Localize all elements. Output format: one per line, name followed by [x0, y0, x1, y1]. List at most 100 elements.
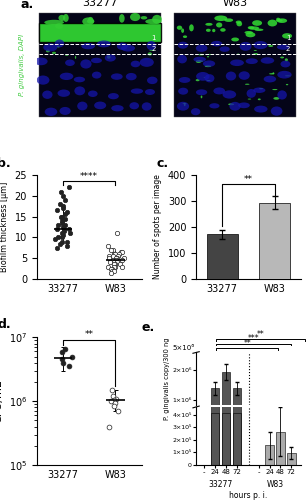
Point — [110, 252, 115, 260]
Text: **: ** — [85, 330, 94, 338]
Point — [115, 407, 120, 415]
Ellipse shape — [57, 46, 60, 48]
Ellipse shape — [239, 42, 251, 51]
Ellipse shape — [177, 26, 182, 30]
Bar — [265, 426, 274, 430]
Point — [61, 227, 66, 235]
Ellipse shape — [286, 84, 288, 86]
Ellipse shape — [111, 105, 124, 112]
Ellipse shape — [206, 54, 212, 55]
Ellipse shape — [248, 98, 251, 100]
Ellipse shape — [280, 56, 284, 58]
Point — [110, 386, 115, 394]
Ellipse shape — [281, 60, 290, 68]
Point — [55, 221, 60, 229]
Point — [59, 229, 64, 237]
Point — [66, 362, 71, 370]
Point — [110, 264, 115, 272]
Point — [60, 204, 65, 212]
FancyBboxPatch shape — [40, 12, 161, 117]
Ellipse shape — [179, 77, 190, 83]
Text: c.: c. — [156, 156, 169, 170]
Point — [60, 212, 65, 220]
Point — [109, 264, 114, 272]
Ellipse shape — [271, 106, 282, 116]
Ellipse shape — [205, 66, 211, 67]
Point — [55, 234, 60, 241]
Point — [112, 266, 117, 274]
Point — [52, 236, 57, 244]
Ellipse shape — [213, 88, 225, 94]
Bar — [211, 414, 220, 465]
Point — [67, 225, 72, 233]
Ellipse shape — [91, 58, 102, 63]
Ellipse shape — [276, 18, 280, 21]
Ellipse shape — [81, 43, 95, 50]
Ellipse shape — [254, 106, 267, 112]
Ellipse shape — [60, 107, 71, 115]
Point — [60, 216, 64, 224]
Ellipse shape — [258, 98, 261, 100]
Ellipse shape — [177, 55, 187, 64]
Ellipse shape — [244, 31, 253, 34]
Ellipse shape — [277, 44, 290, 50]
Point — [55, 225, 60, 233]
Ellipse shape — [269, 73, 274, 74]
Ellipse shape — [82, 18, 94, 25]
Point — [119, 262, 124, 270]
Ellipse shape — [229, 102, 241, 110]
Ellipse shape — [88, 17, 93, 22]
Ellipse shape — [46, 50, 50, 52]
Bar — [211, 388, 220, 430]
Ellipse shape — [189, 24, 194, 32]
Text: d.: d. — [0, 318, 11, 331]
Ellipse shape — [74, 76, 85, 82]
Ellipse shape — [94, 102, 106, 109]
Ellipse shape — [37, 76, 49, 84]
Ellipse shape — [107, 56, 111, 58]
Point — [62, 225, 67, 233]
Point — [60, 202, 65, 210]
Point — [69, 352, 74, 360]
Bar — [222, 372, 230, 430]
Ellipse shape — [223, 90, 236, 98]
Y-axis label: Biofilm thickness [μm]: Biofilm thickness [μm] — [0, 182, 9, 272]
Ellipse shape — [216, 22, 222, 28]
Ellipse shape — [45, 108, 57, 116]
Ellipse shape — [212, 29, 216, 32]
Point — [54, 206, 59, 214]
Point — [62, 346, 67, 354]
Ellipse shape — [261, 58, 274, 64]
Ellipse shape — [273, 72, 274, 74]
Ellipse shape — [228, 104, 234, 105]
Ellipse shape — [282, 33, 292, 38]
Point — [59, 348, 64, 356]
Ellipse shape — [248, 26, 254, 30]
Point — [111, 256, 116, 264]
Point — [58, 212, 63, 220]
Ellipse shape — [142, 102, 152, 110]
Ellipse shape — [117, 42, 128, 50]
Text: ****: **** — [80, 172, 98, 180]
Ellipse shape — [88, 90, 98, 97]
Point — [112, 402, 117, 409]
Text: 5×10⁶: 5×10⁶ — [173, 346, 195, 352]
Text: e.: e. — [142, 321, 155, 334]
Point — [112, 396, 117, 404]
Ellipse shape — [178, 88, 188, 94]
Ellipse shape — [92, 72, 101, 78]
Ellipse shape — [55, 24, 63, 29]
Ellipse shape — [65, 54, 68, 56]
Text: 33277: 33277 — [208, 480, 233, 488]
Ellipse shape — [58, 15, 65, 21]
Ellipse shape — [148, 52, 152, 56]
Ellipse shape — [236, 22, 242, 26]
Ellipse shape — [42, 90, 52, 99]
Ellipse shape — [141, 16, 147, 20]
Ellipse shape — [63, 14, 69, 22]
Text: **: ** — [257, 330, 265, 338]
Ellipse shape — [60, 72, 73, 80]
Point — [62, 196, 67, 204]
Point — [67, 184, 72, 192]
Ellipse shape — [119, 14, 125, 22]
